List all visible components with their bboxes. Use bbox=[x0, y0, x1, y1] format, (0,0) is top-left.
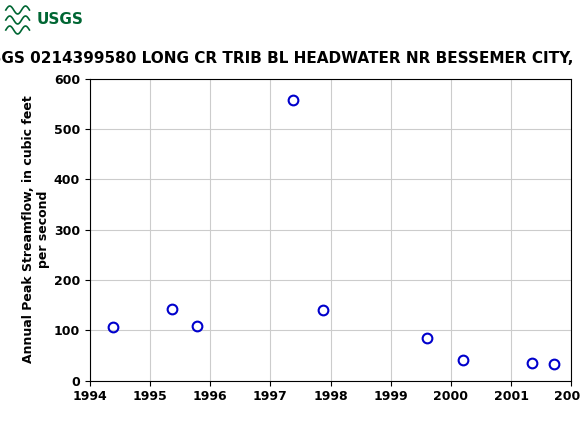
Y-axis label: Annual Peak Streamflow, in cubic feet
per second: Annual Peak Streamflow, in cubic feet pe… bbox=[22, 96, 50, 363]
Text: USGS: USGS bbox=[37, 12, 84, 28]
Text: USGS 0214399580 LONG CR TRIB BL HEADWATER NR BESSEMER CITY, NC: USGS 0214399580 LONG CR TRIB BL HEADWATE… bbox=[0, 52, 580, 66]
Bar bbox=[5, 2, 60, 38]
